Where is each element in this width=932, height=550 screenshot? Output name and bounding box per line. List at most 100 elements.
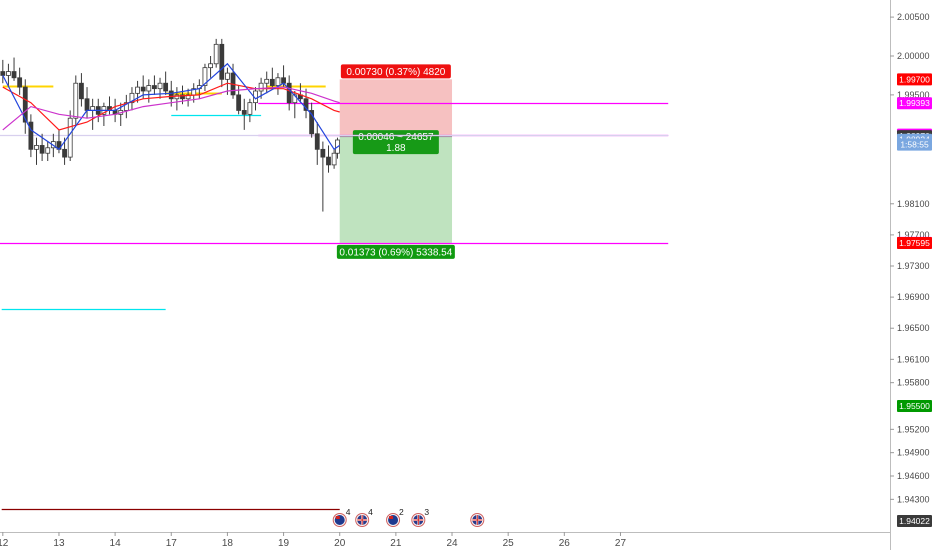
candle-body	[6, 71, 11, 76]
candle-body	[185, 94, 191, 100]
candle-body	[39, 145, 45, 154]
event-marker-nz[interactable]: 4	[332, 507, 351, 527]
price-tag-label: 1.97595	[899, 238, 930, 248]
candle-body	[34, 145, 39, 150]
candle-body	[208, 63, 213, 69]
y-tick-label: 1.98100	[897, 199, 930, 209]
moving-average-line-2	[2, 62, 341, 151]
candle-body	[303, 98, 309, 111]
y-tick-label: 2.00000	[897, 51, 930, 61]
short-position-tool[interactable]: 0.00730 (0.37%) 4820 0.00046 ~ 24657 1.8…	[336, 64, 455, 259]
x-tick-label: 27	[615, 538, 627, 549]
candle-body	[123, 102, 129, 111]
event-marker-uk[interactable]: 3	[411, 507, 430, 527]
candle-body	[152, 85, 157, 90]
candle-body	[309, 110, 315, 135]
target-label-box	[336, 244, 455, 259]
candle-body	[219, 43, 225, 80]
candle-body	[62, 148, 67, 158]
candle-body	[326, 156, 331, 166]
candle-body	[314, 133, 320, 150]
candle-body	[168, 90, 174, 100]
economic-events[interactable]: 4 4 2 3	[332, 507, 485, 527]
candle-body	[275, 77, 281, 86]
candle-body	[22, 86, 28, 123]
y-tick-label: 1.97700	[897, 230, 930, 240]
y-tick-label: 1.96500	[897, 323, 930, 333]
y-axis-background	[890, 0, 932, 550]
drawn-lines[interactable]	[0, 85, 669, 511]
price-tags: 1.997001.993931.989891.989701.989241:58:…	[897, 73, 932, 527]
x-tick-label: 13	[53, 538, 65, 549]
candle-body	[45, 147, 51, 154]
event-marker-uk[interactable]: 4	[355, 507, 374, 527]
candle-body	[286, 82, 292, 104]
candle-body	[67, 117, 73, 158]
price-tag-label: 1.99393	[899, 98, 930, 108]
y-tick-label: 1.96900	[897, 292, 930, 302]
candle-body	[135, 86, 140, 94]
x-tick-label: 18	[222, 538, 234, 549]
event-count-label: 4	[346, 507, 351, 517]
event-marker-nz[interactable]: 2	[386, 507, 405, 527]
target-label: 0.01373 (0.69%) 5338.54	[339, 247, 452, 258]
risk-reward-label-2: 1.88	[386, 143, 406, 154]
candle-body	[241, 110, 247, 115]
price-tag-box	[897, 73, 932, 86]
x-tick-label: 17	[166, 538, 178, 549]
y-tick-label: 1.99500	[897, 90, 930, 100]
x-tick-label: 12	[0, 538, 9, 549]
candle-body	[140, 86, 146, 92]
price-axis[interactable]: 2.00500 2.00000 1.99500 1.98100 1.97700 1.973…	[890, 12, 930, 504]
event-count-label: 4	[368, 507, 373, 517]
y-tick-label: 1.94300	[897, 494, 930, 504]
y-tick-label: 2.00500	[897, 12, 930, 22]
candle-body	[225, 72, 230, 80]
candle-body	[264, 78, 270, 84]
price-tag-label: 1:58:55	[900, 140, 929, 150]
candle-body	[269, 78, 275, 86]
price-tag-box	[897, 400, 932, 412]
y-tick-label: 1.96100	[897, 354, 930, 364]
x-tick-label: 21	[390, 538, 402, 549]
candle-body	[258, 82, 264, 92]
candle-body	[79, 82, 84, 100]
candle-body	[17, 77, 23, 88]
moving-average-line-3	[2, 86, 340, 131]
candle-body	[163, 82, 169, 92]
candle-body	[247, 102, 253, 115]
candle-body	[73, 82, 79, 119]
candle-body	[0, 71, 6, 76]
candle-body	[180, 94, 185, 100]
nz-flag-canton	[389, 516, 394, 519]
candle-body	[213, 43, 219, 65]
event-count-label: 2	[399, 507, 404, 517]
price-tag-box	[897, 237, 932, 250]
stop-label-box	[340, 64, 451, 79]
y-tick-label: 1.97300	[897, 261, 930, 271]
x-axis-background	[0, 532, 890, 550]
candle-body	[320, 148, 326, 158]
risk-reward-box	[352, 130, 439, 155]
y-tick-label: 1.94600	[897, 471, 930, 481]
stop-loss-zone[interactable]	[339, 79, 453, 137]
candle-body	[11, 71, 17, 79]
x-tick-label: 24	[446, 538, 458, 549]
nz-flag-canton	[335, 516, 340, 519]
time-axis[interactable]: 12 13 14 17 18 19 20 21 24 25 26 27	[0, 532, 626, 549]
y-tick-label: 1.95200	[897, 424, 930, 434]
x-tick-label: 20	[334, 538, 346, 549]
price-tag-label: 1.95500	[899, 401, 930, 411]
candlestick-series	[0, 38, 341, 212]
x-tick-label: 25	[503, 538, 515, 549]
event-marker-uk[interactable]	[470, 513, 485, 527]
candle-body	[174, 94, 180, 100]
candle-body	[236, 94, 242, 111]
price-tag-label: 1.94022	[899, 516, 930, 526]
stop-label: 0.00730 (0.37%) 4820	[346, 67, 445, 78]
x-tick-label: 14	[110, 538, 122, 549]
candle-body	[281, 77, 286, 84]
candle-body	[129, 92, 135, 104]
